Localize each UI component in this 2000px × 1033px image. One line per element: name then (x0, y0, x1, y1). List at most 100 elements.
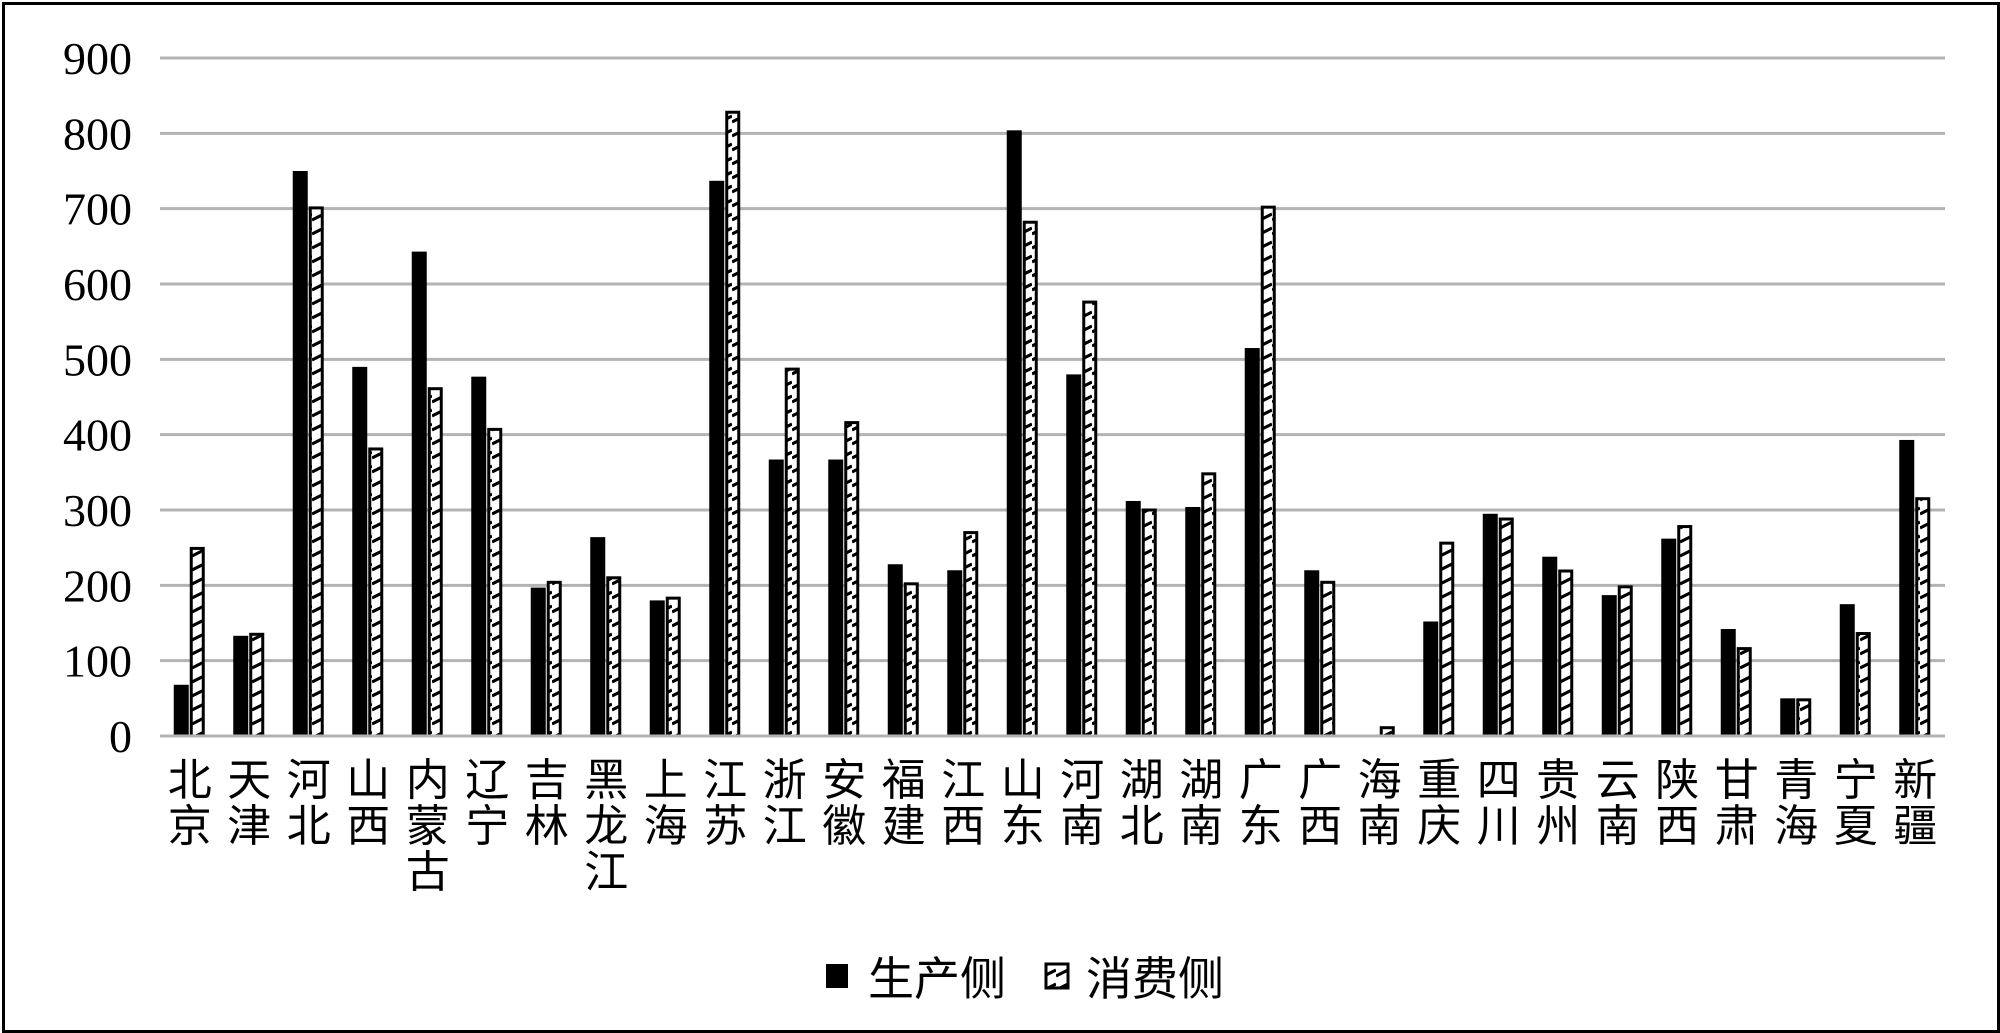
bar-consumption (368, 447, 384, 738)
bar-production (471, 376, 487, 736)
x-tick-label: 湖南 (1179, 755, 1223, 852)
bar-production (828, 459, 844, 736)
x-tick-label: 重庆 (1417, 755, 1461, 852)
bar-consumption (1855, 632, 1871, 738)
x-tick-label: 四川 (1477, 755, 1521, 852)
x-tick-label: 辽宁 (465, 755, 509, 852)
bar-production (1601, 595, 1617, 736)
bar-production (1661, 538, 1677, 736)
y-axis: 0 100 200 300 400 500 600 700 800 900 (63, 33, 132, 762)
bar-consumption (844, 421, 860, 738)
bar-production (1542, 556, 1558, 736)
bar-production (1482, 513, 1498, 736)
bar-consumption (1677, 525, 1693, 738)
x-tick-label: 陕西 (1655, 755, 1699, 852)
x-tick-label: 天津 (227, 755, 271, 852)
bar-production (352, 366, 368, 736)
y-tick-label: 800 (63, 108, 132, 159)
x-tick-label: 湖北 (1120, 755, 1164, 852)
legend-label-production: 生产侧 (868, 952, 1006, 1006)
bar-consumption (1141, 508, 1157, 738)
bar-production (1780, 698, 1796, 736)
bar-consumption (487, 427, 503, 738)
x-tick-label: 上海 (644, 755, 688, 852)
y-tick-label: 200 (63, 560, 132, 611)
y-tick-label: 600 (63, 259, 132, 310)
x-tick-label: 山东 (1001, 755, 1045, 852)
bar-production (649, 600, 665, 736)
x-tick-label: 云南 (1596, 755, 1640, 852)
bar-production (1244, 348, 1260, 736)
bar-production (709, 180, 725, 736)
legend: 生产侧 消费侧 (826, 952, 1224, 1006)
bar-production (1125, 500, 1141, 736)
x-tick-label: 河南 (1060, 755, 1104, 852)
y-tick-label: 700 (63, 184, 132, 235)
bar-consumption (1617, 585, 1633, 738)
bar-consumption (1796, 698, 1812, 738)
x-tick-label: 广西 (1298, 755, 1342, 852)
bar-production (411, 251, 427, 736)
y-tick-label: 100 (63, 636, 132, 687)
x-tick-label: 贵州 (1536, 755, 1580, 852)
bar-consumption (1022, 220, 1038, 738)
bar-consumption (1439, 541, 1455, 738)
bar-production (233, 635, 249, 736)
x-tick-label: 河北 (287, 755, 331, 852)
x-tick-label: 内蒙古 (406, 755, 450, 898)
x-tick-label: 青海 (1774, 755, 1818, 852)
bar-consumption (427, 387, 443, 738)
bar-production (590, 537, 606, 736)
y-tick-label: 300 (63, 485, 132, 536)
bar-consumption (249, 632, 265, 738)
x-tick-label: 海南 (1358, 755, 1402, 852)
x-tick-label: 新疆 (1893, 755, 1937, 852)
bar-consumption (189, 546, 205, 738)
x-tick-label: 江苏 (703, 755, 747, 852)
bar-consumption (1558, 569, 1574, 738)
bar-consumption (784, 367, 800, 738)
bar-consumption (1915, 497, 1931, 738)
bar-consumption (903, 582, 919, 738)
bar-consumption (725, 110, 741, 738)
bar-consumption (1201, 472, 1217, 738)
bar-production (887, 564, 903, 736)
bar-production (947, 570, 963, 736)
bar-consumption (1260, 205, 1276, 738)
x-tick-label: 黑龙江 (584, 755, 628, 898)
x-tick-label: 北京 (168, 755, 212, 852)
x-tick-label: 浙江 (763, 755, 807, 852)
x-tick-label: 广东 (1239, 755, 1283, 852)
x-tick-label: 甘肃 (1715, 755, 1759, 852)
bar-production (173, 684, 189, 736)
y-tick-label: 400 (63, 410, 132, 461)
bar-consumption (308, 206, 324, 738)
bar-production (768, 459, 784, 736)
bars (173, 110, 1931, 738)
y-tick-label: 900 (63, 33, 132, 84)
x-tick-label: 吉林 (525, 755, 569, 852)
bar-consumption (1320, 580, 1336, 738)
x-tick-label: 江西 (941, 755, 985, 852)
bar-production (292, 171, 308, 736)
bar-consumption (546, 580, 562, 738)
bar-production (1185, 506, 1201, 736)
x-tick-label: 宁夏 (1834, 755, 1878, 852)
bar-production (1839, 604, 1855, 736)
bar-consumption (1498, 517, 1514, 738)
legend-swatch-consumption (1044, 962, 1070, 990)
y-tick-label: 500 (63, 334, 132, 385)
bar-consumption (963, 531, 979, 738)
legend-label-consumption: 消费侧 (1086, 952, 1224, 1006)
bar-production (1066, 374, 1082, 736)
x-tick-label: 福建 (882, 755, 926, 852)
x-axis: 北京天津河北山西内蒙古辽宁吉林黑龙江上海江苏浙江安徽福建江西山东河南湖北湖南广东… (160, 734, 1945, 898)
bar-consumption (606, 576, 622, 738)
y-tick-label: 0 (109, 711, 132, 762)
x-tick-label: 安徽 (822, 755, 866, 852)
x-tick-label: 山西 (346, 755, 390, 852)
bar-production (1720, 629, 1736, 736)
bar-production (1304, 570, 1320, 736)
